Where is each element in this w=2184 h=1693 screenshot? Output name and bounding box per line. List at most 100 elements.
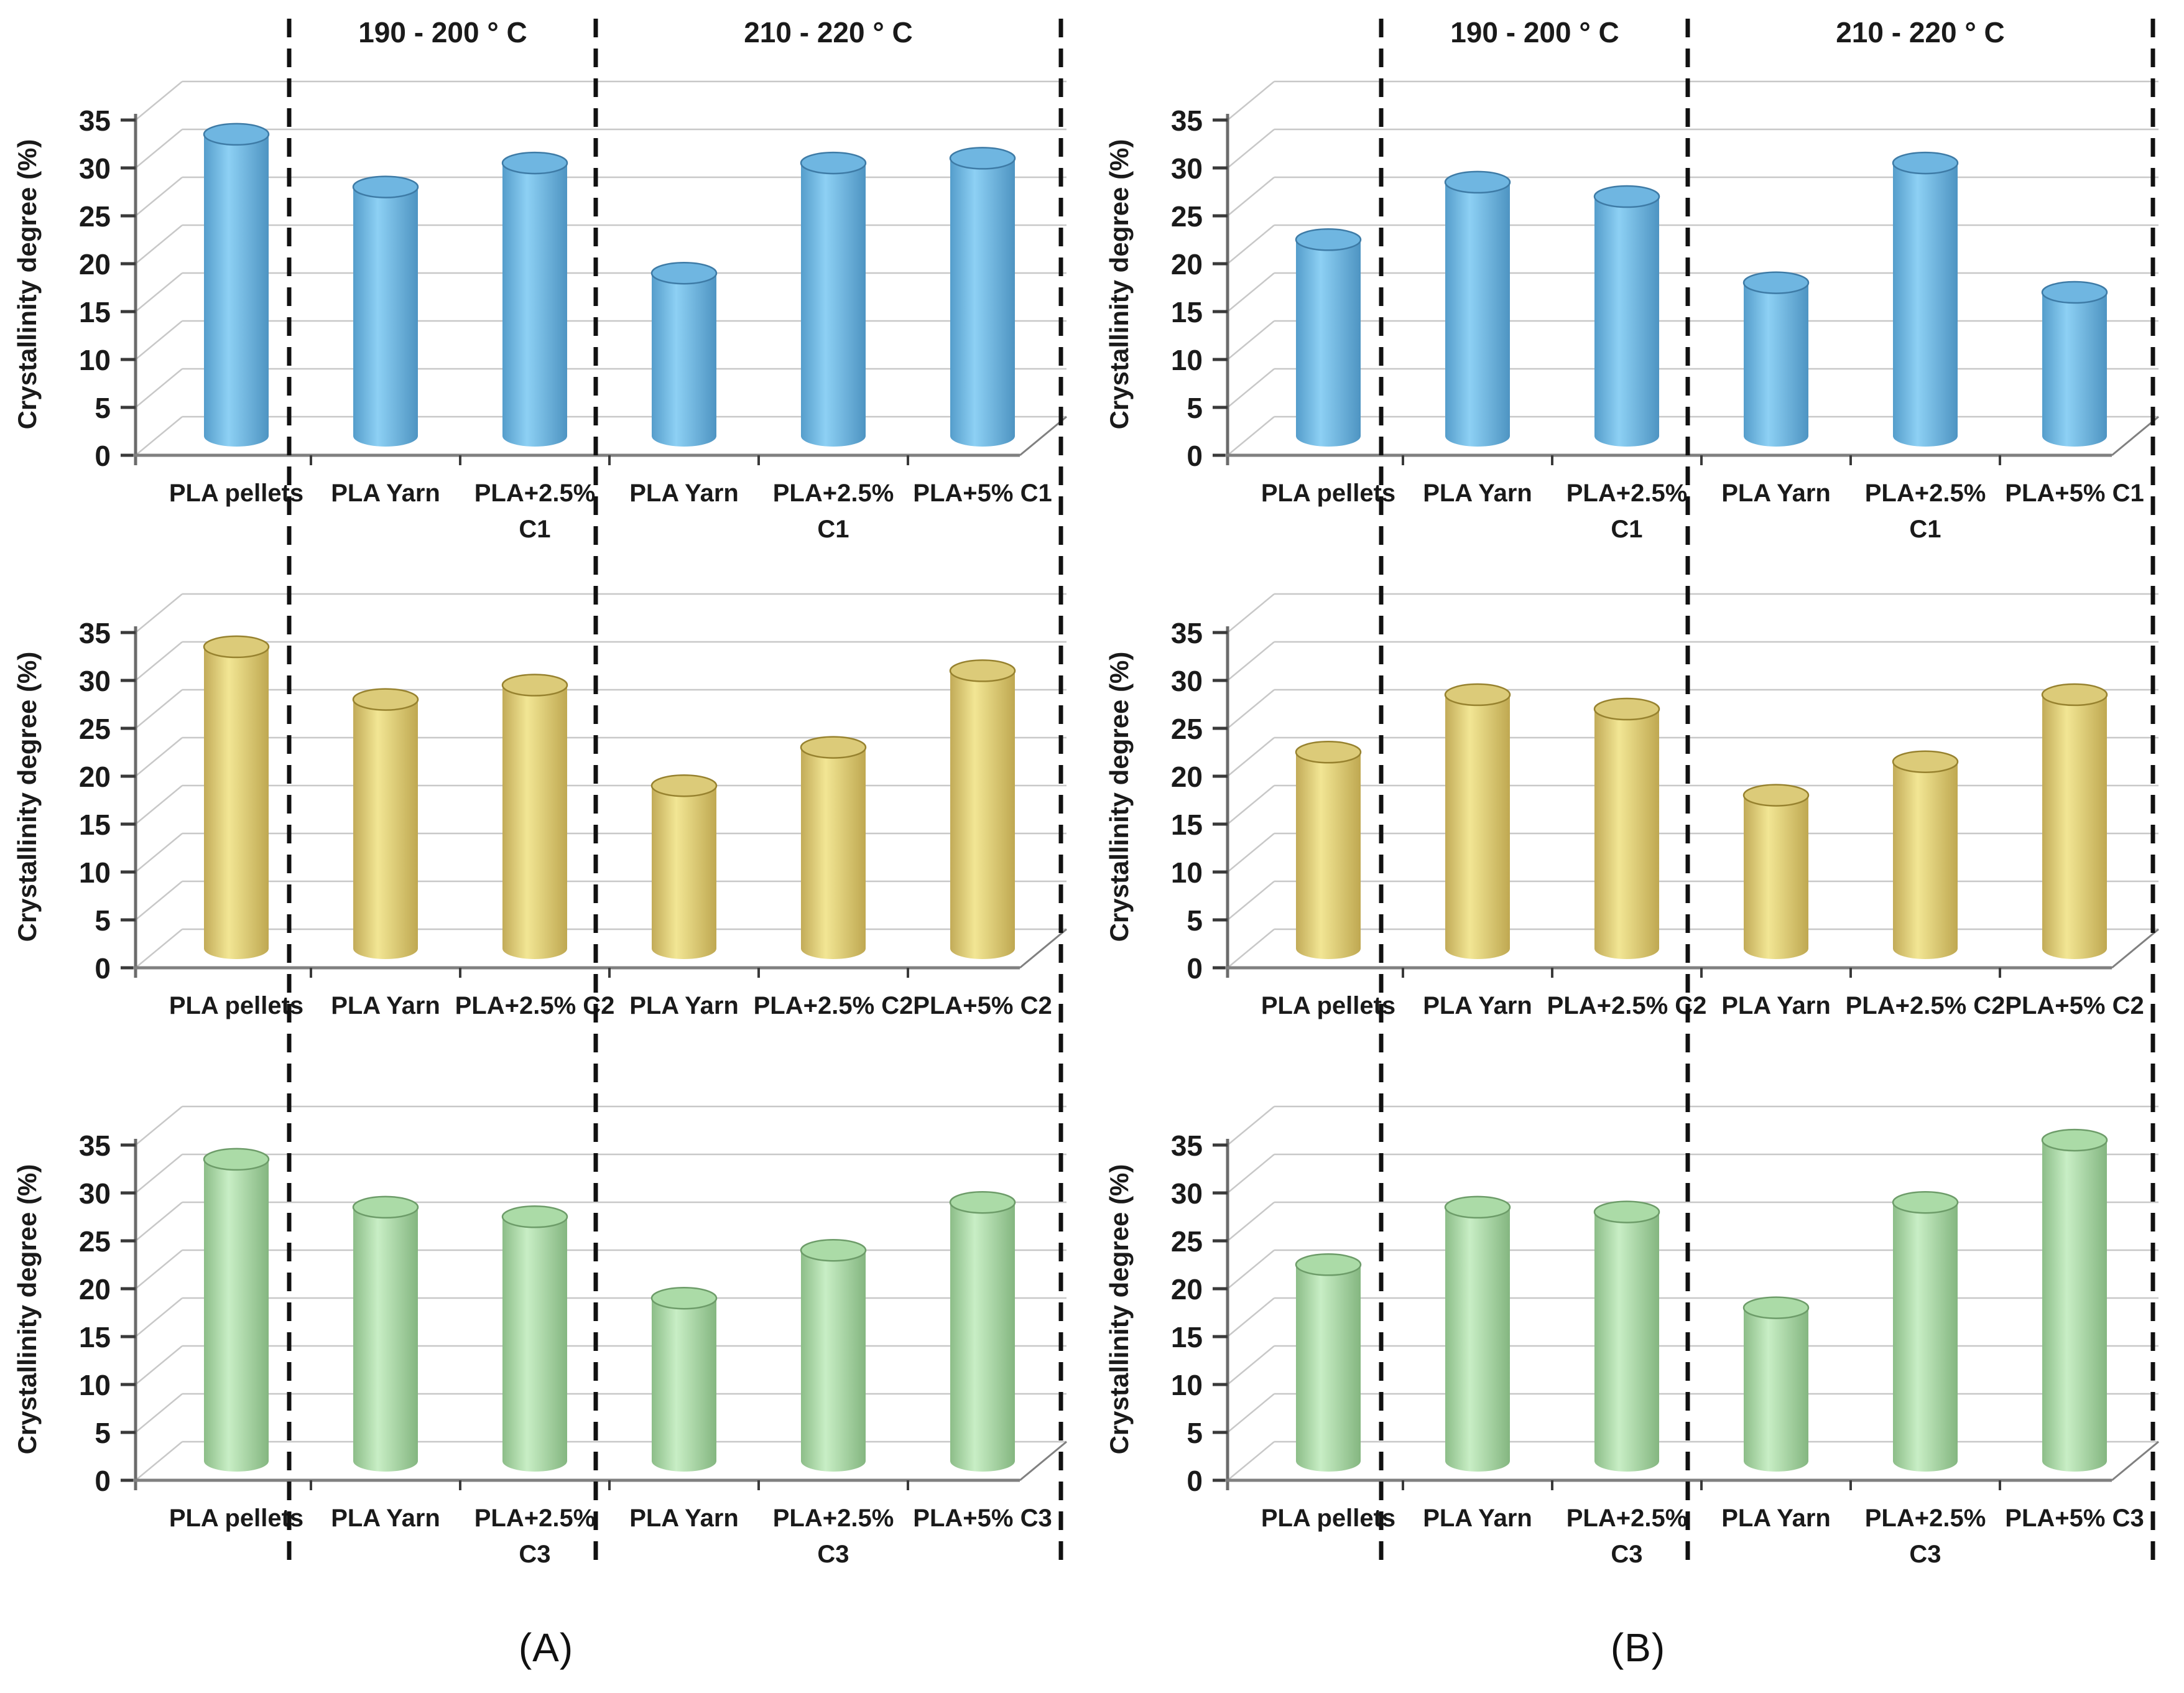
y-tick-label: 35 bbox=[1171, 104, 1203, 137]
gridline-connector bbox=[135, 129, 183, 169]
gridline-connector bbox=[135, 416, 183, 456]
chart-panel-A-row3-green: 0 5 10 15 20 25 30 35 PLA pellets PLA Yarn PLA+2.5… bbox=[12, 1105, 1067, 1568]
bar-pla-2-5-c3 bbox=[1593, 1200, 1660, 1472]
chart-panel-B-row3-green: 0 5 10 15 20 25 30 35 PLA pellets PLA Yarn PLA+2.5… bbox=[1104, 1105, 2159, 1568]
bar-pla-2-5-c3 bbox=[501, 1205, 568, 1472]
x-category-label: PLA pellets bbox=[169, 480, 303, 507]
bar-pla-yarn bbox=[650, 1286, 718, 1472]
bar-pla-yarn bbox=[352, 1195, 419, 1472]
y-tick-label: 5 bbox=[1187, 392, 1203, 424]
bar-pla-pellets bbox=[1295, 741, 1362, 959]
bar-pla-pellets bbox=[203, 635, 270, 959]
gridline-connector bbox=[135, 593, 183, 633]
x-category-label: PLA Yarn bbox=[1721, 1505, 1831, 1532]
gridline-connector bbox=[135, 1106, 183, 1146]
bar-pla-5-c2 bbox=[2041, 683, 2108, 959]
chart-panel-A-row1-blue: 0 5 10 15 20 25 30 35 PLA pellets PLA Yarn PLA+2.5… bbox=[12, 16, 1067, 543]
gridline-connector bbox=[1227, 1345, 1275, 1385]
gridline-connector bbox=[1227, 785, 1275, 825]
bar-pla-2-5-c3 bbox=[800, 1238, 867, 1472]
bar-pla-yarn bbox=[1444, 1195, 1511, 1472]
bar-body bbox=[1744, 1307, 1808, 1461]
x-category-label: PLA+2.5% C2 bbox=[754, 992, 914, 1019]
bar-body bbox=[353, 1207, 418, 1461]
x-category-label: PLA+5% C3 bbox=[2005, 1505, 2144, 1532]
gridline-connector bbox=[135, 177, 183, 216]
plot-floor bbox=[1225, 415, 2159, 465]
bar-body bbox=[652, 273, 716, 436]
bar-pla-2-5-c2 bbox=[1593, 697, 1660, 959]
bar-pla-pellets bbox=[1295, 1253, 1362, 1472]
gridline-connector bbox=[135, 368, 183, 408]
y-tick-label: 20 bbox=[79, 248, 111, 281]
bar-body bbox=[1893, 1202, 1958, 1461]
bar-pla-5-c2 bbox=[949, 659, 1016, 959]
gridline-connector bbox=[1227, 177, 1275, 216]
bar-body bbox=[204, 1159, 269, 1461]
y-tick-label: 20 bbox=[1171, 248, 1203, 281]
x-category-label: PLA+5% C2 bbox=[2005, 992, 2144, 1019]
x-axis-labels: PLA pellets PLA Yarn PLA+2.5% C2 PLA Yarn PL… bbox=[1261, 992, 2144, 1019]
y-tick-label: 0 bbox=[95, 1465, 111, 1497]
bar-top-ellipse bbox=[1444, 1195, 1511, 1219]
gridline-connector bbox=[135, 881, 183, 921]
x-category-label: PLA Yarn bbox=[1423, 1505, 1532, 1532]
x-category-label: PLA+2.5% C2 bbox=[1846, 992, 2006, 1019]
bar-top-ellipse bbox=[650, 261, 718, 285]
bar-pla-2-5-c1 bbox=[800, 151, 867, 447]
caption-panel-a: (A) bbox=[518, 1625, 574, 1670]
y-tick-label: 5 bbox=[95, 904, 111, 937]
bar-pla-yarn bbox=[1742, 271, 1810, 447]
bar-body bbox=[2042, 1140, 2107, 1461]
gridline-connector bbox=[1227, 1441, 1275, 1481]
gridline-connector bbox=[135, 1441, 183, 1481]
temp-header-190-200: 190 - 200 ° C bbox=[358, 16, 527, 49]
x-category-label: PLA Yarn bbox=[629, 1505, 739, 1532]
bar-top-ellipse bbox=[1295, 1253, 1362, 1276]
gridline-connector bbox=[135, 1393, 183, 1433]
x-category-label: PLA Yarn bbox=[331, 1505, 440, 1532]
bar-top-ellipse bbox=[800, 736, 867, 759]
y-tick-label: 0 bbox=[95, 440, 111, 472]
y-tick-label: 15 bbox=[79, 1321, 111, 1353]
bar-body bbox=[1594, 197, 1659, 436]
gridline-connector bbox=[1227, 833, 1275, 873]
bar-body bbox=[2042, 292, 2107, 436]
bar-pla-2-5-c1 bbox=[1892, 151, 1959, 447]
gridline-connector bbox=[1227, 593, 1275, 633]
gridline-connector bbox=[1227, 689, 1275, 729]
temp-header-190-200: 190 - 200 ° C bbox=[1450, 16, 1619, 49]
gridline-connector bbox=[1227, 1250, 1275, 1289]
gridline-connector bbox=[135, 833, 183, 873]
y-tick-label: 35 bbox=[79, 104, 111, 137]
gridlines bbox=[135, 1105, 1067, 1481]
bar-top-ellipse bbox=[1444, 683, 1511, 707]
gridlines bbox=[1227, 80, 2159, 456]
bar-top-ellipse bbox=[2041, 281, 2108, 304]
chart-panel-B-row2-yellow: 0 5 10 15 20 25 30 35 PLA pellets PLA Yarn PLA+2.5… bbox=[1104, 593, 2159, 1019]
x-category-label: PLA+5% C3 bbox=[913, 1505, 1052, 1532]
bar-top-ellipse bbox=[1892, 151, 1959, 175]
bar-pla-5-c3 bbox=[949, 1190, 1016, 1472]
gridline-connector bbox=[1227, 272, 1275, 312]
y-axis-title: Crystallinity degree (%) bbox=[1104, 652, 1134, 942]
x-category-label: PLA+2.5% bbox=[474, 480, 596, 507]
y-tick-label: 25 bbox=[1171, 713, 1203, 745]
bar-pla-2-5-c2 bbox=[1892, 750, 1959, 959]
x-category-label: PLA+2.5% C2 bbox=[455, 992, 615, 1019]
y-tick-label: 25 bbox=[79, 200, 111, 233]
y-tick-label: 35 bbox=[1171, 1129, 1203, 1162]
x-category-label-line2: C1 bbox=[1611, 516, 1642, 543]
caption-panel-b: (B) bbox=[1610, 1625, 1666, 1670]
bar-top-ellipse bbox=[1742, 784, 1810, 807]
bar-body bbox=[1744, 795, 1808, 949]
y-tick-label: 15 bbox=[79, 809, 111, 841]
bar-top-ellipse bbox=[1742, 271, 1810, 294]
bar-pla-pellets bbox=[1295, 228, 1362, 447]
bar-top-ellipse bbox=[800, 1238, 867, 1262]
plot-floor bbox=[1225, 928, 2159, 978]
bar-pla-yarn bbox=[352, 175, 419, 447]
x-category-label-line2: C1 bbox=[519, 516, 550, 543]
gridline-connector bbox=[135, 225, 183, 264]
gridline-connector bbox=[1227, 1154, 1275, 1194]
